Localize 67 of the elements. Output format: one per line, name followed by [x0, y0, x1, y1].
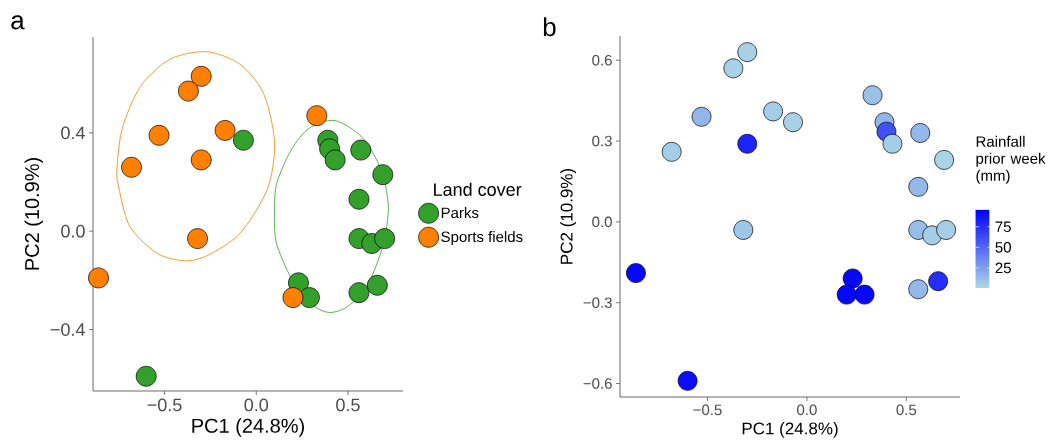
- point: [348, 188, 370, 210]
- x-tick-label: −0.5: [147, 398, 182, 412]
- color-bar-title: Rainfall prior week (mm): [976, 135, 1046, 184]
- x-tick-label: 0.0: [244, 398, 269, 412]
- point: [836, 284, 857, 305]
- point: [214, 120, 236, 141]
- point: [908, 279, 929, 300]
- color-bar-label: 75: [995, 221, 1011, 232]
- point: [737, 133, 758, 154]
- x-tick-label: 0.5: [336, 398, 360, 412]
- point: [862, 85, 883, 106]
- y-axis-title: PC2 (10.9%): [24, 158, 44, 270]
- point: [121, 156, 142, 178]
- point: [854, 284, 875, 305]
- point: [928, 271, 948, 291]
- point: [934, 150, 954, 170]
- y-tick-label: 0.0: [592, 216, 612, 228]
- point: [723, 58, 744, 79]
- y-tick-label: −0.4: [50, 323, 85, 336]
- y-tick-label: 0.0: [61, 224, 85, 238]
- point: [737, 42, 758, 62]
- chart-title: a: [11, 15, 25, 30]
- point: [135, 365, 157, 387]
- point: [691, 106, 712, 127]
- point: [282, 287, 304, 308]
- y-tick-label: 0.3: [592, 135, 612, 147]
- point: [733, 220, 754, 240]
- point: [626, 263, 646, 283]
- point: [763, 101, 783, 122]
- point: [88, 267, 109, 289]
- y-tick-label: 0.6: [592, 54, 612, 66]
- point: [783, 112, 803, 133]
- chart-title: b: [543, 17, 556, 37]
- point: [936, 220, 956, 240]
- point: [910, 123, 931, 143]
- x-tick-label: 0.5: [896, 404, 917, 416]
- point: [187, 228, 208, 249]
- x-tick-label: 0.0: [797, 404, 817, 416]
- point: [372, 164, 394, 186]
- point: [324, 149, 346, 171]
- point: [190, 149, 212, 171]
- point: [842, 268, 863, 289]
- x-axis-title: PC1 (24.8%): [192, 418, 304, 437]
- y-tick-label: −0.3: [583, 297, 612, 309]
- point: [661, 141, 682, 162]
- color-bar-label: 25: [995, 262, 1011, 274]
- point: [148, 124, 170, 146]
- point: [908, 177, 929, 197]
- point: [190, 65, 212, 87]
- y-axis-title: PC2 (10.9%): [560, 168, 576, 264]
- y-tick-label: 0.4: [61, 126, 85, 140]
- x-axis-title: PC1 (24.8%): [742, 422, 838, 438]
- x-tick-label: −0.5: [693, 404, 722, 416]
- legend-label: Parks: [441, 207, 479, 219]
- color-bar-label: 50: [995, 242, 1011, 253]
- point: [233, 129, 254, 151]
- point: [178, 80, 199, 102]
- point: [350, 139, 372, 161]
- point: [366, 274, 388, 296]
- legend-label: Sports fields: [441, 231, 523, 246]
- point: [306, 105, 328, 127]
- point: [374, 228, 395, 249]
- point: [677, 370, 698, 391]
- point: [348, 282, 370, 304]
- y-tick-label: −0.6: [583, 378, 612, 389]
- legend-title: Land cover: [434, 182, 522, 196]
- point: [882, 133, 903, 154]
